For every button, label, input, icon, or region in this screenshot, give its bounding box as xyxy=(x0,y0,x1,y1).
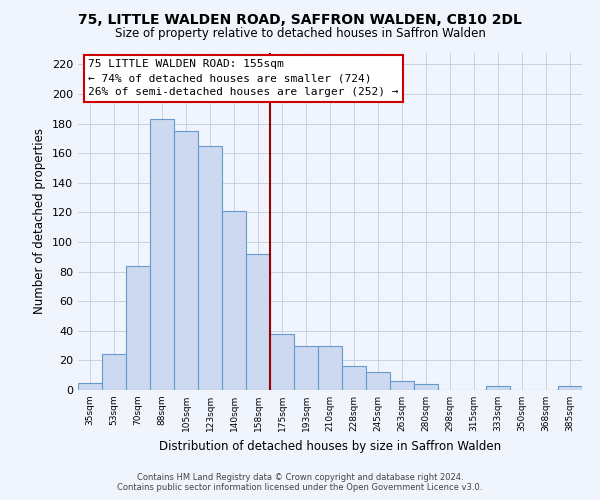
Bar xyxy=(78,382,102,390)
Bar xyxy=(294,346,318,390)
Bar xyxy=(270,334,294,390)
Bar xyxy=(390,381,414,390)
Bar xyxy=(222,211,246,390)
Bar xyxy=(486,386,510,390)
Bar xyxy=(318,346,342,390)
Bar xyxy=(150,119,174,390)
Bar xyxy=(366,372,390,390)
Y-axis label: Number of detached properties: Number of detached properties xyxy=(34,128,46,314)
Bar xyxy=(174,131,198,390)
Text: 75 LITTLE WALDEN ROAD: 155sqm
← 74% of detached houses are smaller (724)
26% of : 75 LITTLE WALDEN ROAD: 155sqm ← 74% of d… xyxy=(88,59,398,97)
Text: Size of property relative to detached houses in Saffron Walden: Size of property relative to detached ho… xyxy=(115,28,485,40)
Bar xyxy=(246,254,270,390)
Bar xyxy=(198,146,222,390)
X-axis label: Distribution of detached houses by size in Saffron Walden: Distribution of detached houses by size … xyxy=(159,440,501,452)
Bar xyxy=(414,384,438,390)
Bar xyxy=(342,366,366,390)
Bar xyxy=(126,266,150,390)
Text: 75, LITTLE WALDEN ROAD, SAFFRON WALDEN, CB10 2DL: 75, LITTLE WALDEN ROAD, SAFFRON WALDEN, … xyxy=(78,12,522,26)
Text: Contains HM Land Registry data © Crown copyright and database right 2024.
Contai: Contains HM Land Registry data © Crown c… xyxy=(118,473,482,492)
Bar xyxy=(558,386,582,390)
Bar xyxy=(102,354,126,390)
